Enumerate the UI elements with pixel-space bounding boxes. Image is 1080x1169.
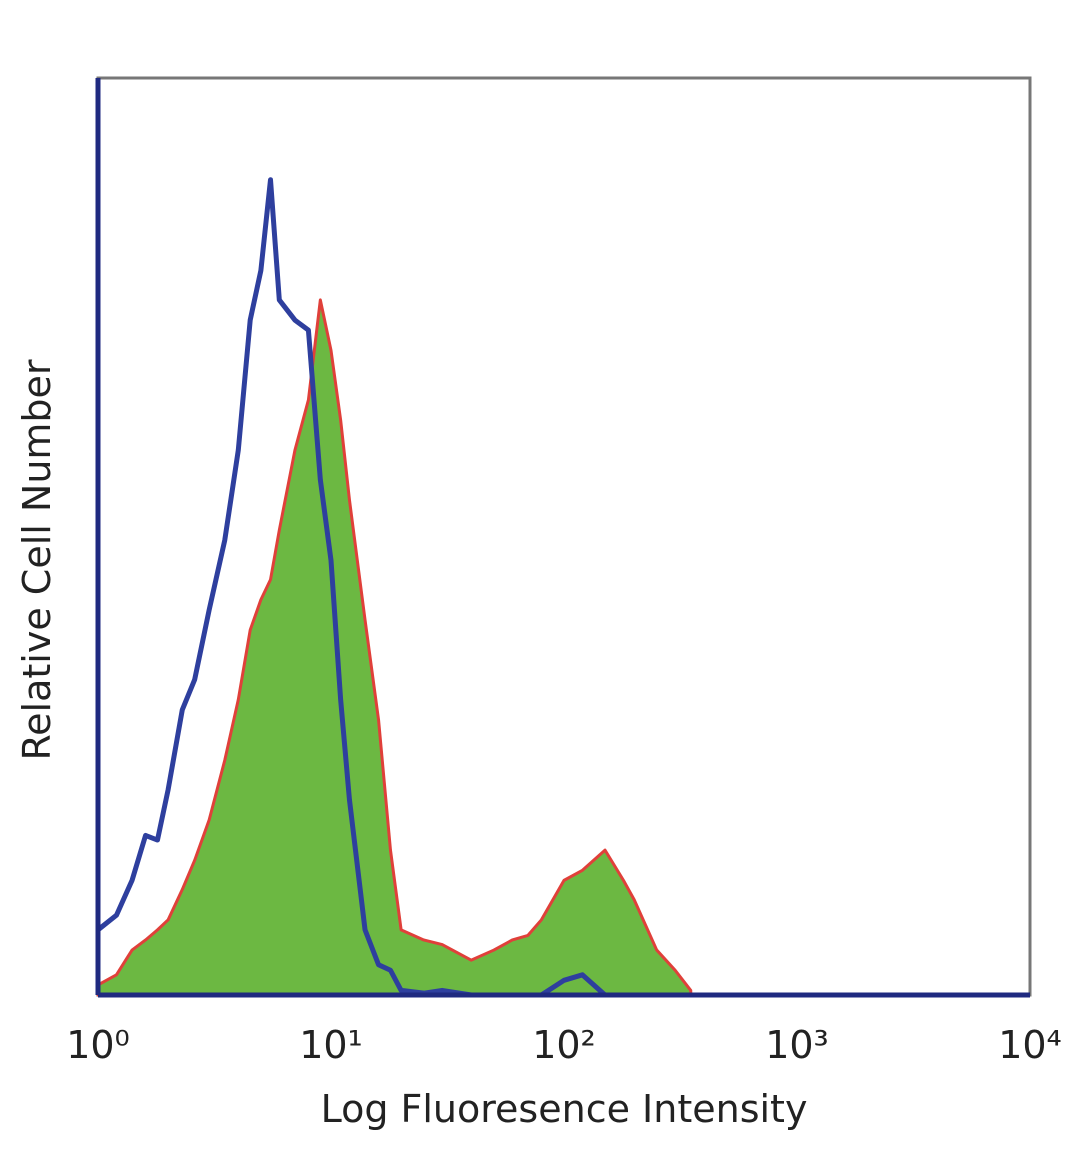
x-tick-label: 10¹ [299, 1023, 363, 1067]
x-tick-label: 10² [532, 1023, 596, 1067]
x-tick-label: 10⁴ [998, 1023, 1062, 1067]
histogram-line [96, 177, 691, 998]
x-tick-label: 10³ [765, 1023, 829, 1067]
histogram-area [96, 298, 693, 997]
x-axis-label: Log Fluoresence Intensity [321, 1087, 808, 1131]
y-axis-label: Relative Cell Number [15, 359, 59, 760]
x-tick-label: 10⁰ [66, 1023, 130, 1067]
